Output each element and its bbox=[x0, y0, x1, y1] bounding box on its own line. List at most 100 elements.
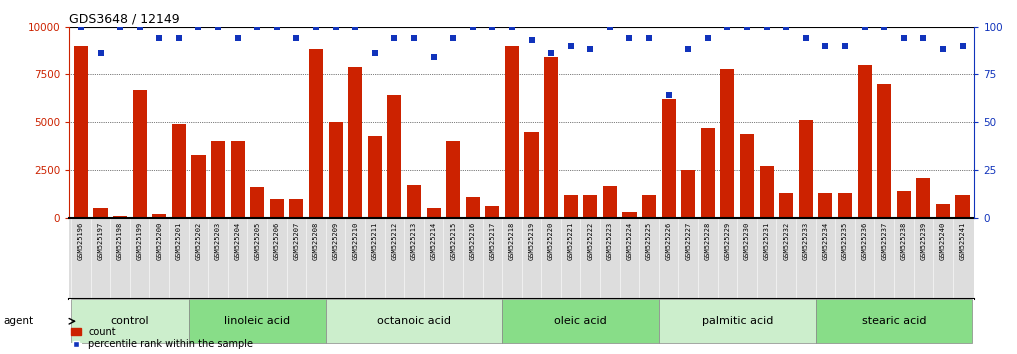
Text: GSM525213: GSM525213 bbox=[411, 222, 417, 260]
Point bbox=[719, 24, 735, 29]
Bar bbox=[189, 299, 325, 343]
Text: GSM525241: GSM525241 bbox=[959, 222, 965, 260]
Text: GSM525211: GSM525211 bbox=[372, 222, 377, 260]
Point bbox=[465, 24, 481, 29]
Point bbox=[425, 54, 441, 60]
Text: palmitic acid: palmitic acid bbox=[702, 316, 773, 326]
Point bbox=[152, 35, 168, 41]
Bar bbox=[74, 46, 87, 218]
Point bbox=[954, 43, 970, 48]
Text: GSM525207: GSM525207 bbox=[294, 222, 299, 260]
Point bbox=[230, 35, 246, 41]
Bar bbox=[325, 299, 502, 343]
Bar bbox=[603, 186, 617, 218]
Text: GSM525209: GSM525209 bbox=[333, 222, 339, 260]
Point bbox=[621, 35, 638, 41]
Text: GSM525230: GSM525230 bbox=[744, 222, 750, 260]
Legend: count, percentile rank within the sample: count, percentile rank within the sample bbox=[71, 327, 253, 349]
Bar bbox=[798, 120, 813, 218]
Text: GSM525196: GSM525196 bbox=[78, 222, 84, 260]
Text: GSM525198: GSM525198 bbox=[117, 222, 123, 260]
Point bbox=[680, 47, 697, 52]
Text: GSM525220: GSM525220 bbox=[548, 222, 554, 260]
Point bbox=[347, 24, 363, 29]
Point bbox=[406, 35, 422, 41]
Text: GSM525227: GSM525227 bbox=[685, 222, 692, 260]
Point bbox=[524, 37, 540, 43]
Text: GSM525214: GSM525214 bbox=[430, 222, 436, 260]
Text: agent: agent bbox=[3, 316, 34, 326]
Text: GSM525224: GSM525224 bbox=[626, 222, 633, 260]
Text: GSM525226: GSM525226 bbox=[666, 222, 671, 260]
Point bbox=[602, 24, 618, 29]
Text: GSM525212: GSM525212 bbox=[392, 222, 398, 260]
Point bbox=[210, 24, 226, 29]
Bar bbox=[71, 299, 189, 343]
Point bbox=[190, 24, 206, 29]
Text: octanoic acid: octanoic acid bbox=[377, 316, 451, 326]
Point bbox=[660, 92, 676, 98]
Bar bbox=[838, 193, 852, 218]
Text: GSM525223: GSM525223 bbox=[607, 222, 613, 260]
Point bbox=[797, 35, 814, 41]
Text: GSM525225: GSM525225 bbox=[646, 222, 652, 260]
Text: GSM525231: GSM525231 bbox=[764, 222, 770, 260]
Bar bbox=[897, 191, 911, 218]
Text: GSM525202: GSM525202 bbox=[195, 222, 201, 260]
Point bbox=[171, 35, 187, 41]
Text: GDS3648 / 12149: GDS3648 / 12149 bbox=[69, 12, 180, 25]
Point bbox=[700, 35, 716, 41]
Point bbox=[641, 35, 657, 41]
Point bbox=[759, 24, 775, 29]
Bar bbox=[779, 193, 793, 218]
Bar bbox=[407, 185, 421, 218]
Point bbox=[837, 43, 853, 48]
Text: GSM525235: GSM525235 bbox=[842, 222, 848, 260]
Bar bbox=[485, 206, 499, 218]
Text: GSM525206: GSM525206 bbox=[274, 222, 280, 260]
Bar bbox=[760, 166, 774, 218]
Bar bbox=[740, 133, 754, 218]
Text: linoleic acid: linoleic acid bbox=[224, 316, 290, 326]
Text: GSM525199: GSM525199 bbox=[136, 222, 142, 260]
Text: GSM525229: GSM525229 bbox=[724, 222, 730, 260]
Point bbox=[386, 35, 403, 41]
Point bbox=[562, 43, 579, 48]
Bar bbox=[504, 46, 519, 218]
Text: stearic acid: stearic acid bbox=[861, 316, 926, 326]
Bar bbox=[446, 141, 461, 218]
Bar bbox=[211, 141, 225, 218]
Text: GSM525237: GSM525237 bbox=[881, 222, 887, 260]
Bar bbox=[936, 204, 950, 218]
Point bbox=[112, 24, 128, 29]
Text: oleic acid: oleic acid bbox=[554, 316, 607, 326]
Text: GSM525215: GSM525215 bbox=[451, 222, 457, 260]
Text: GSM525216: GSM525216 bbox=[470, 222, 476, 260]
Point bbox=[249, 24, 265, 29]
Bar bbox=[94, 208, 108, 218]
Text: GSM525204: GSM525204 bbox=[235, 222, 241, 260]
Point bbox=[268, 24, 285, 29]
Text: GSM525201: GSM525201 bbox=[176, 222, 182, 260]
Point bbox=[484, 24, 500, 29]
Bar bbox=[348, 67, 362, 218]
Bar bbox=[502, 299, 659, 343]
Bar bbox=[525, 132, 539, 218]
Bar bbox=[270, 199, 284, 218]
Bar bbox=[191, 155, 205, 218]
Bar bbox=[290, 199, 303, 218]
Bar bbox=[387, 95, 402, 218]
Text: GSM525197: GSM525197 bbox=[98, 222, 104, 260]
Text: GSM525205: GSM525205 bbox=[254, 222, 260, 260]
Bar bbox=[231, 141, 245, 218]
Point bbox=[582, 47, 598, 52]
Text: GSM525222: GSM525222 bbox=[587, 222, 593, 260]
Text: GSM525218: GSM525218 bbox=[508, 222, 515, 260]
Bar bbox=[622, 212, 637, 218]
Point bbox=[327, 24, 344, 29]
Text: GSM525232: GSM525232 bbox=[783, 222, 789, 260]
Bar bbox=[309, 50, 323, 218]
Bar bbox=[642, 195, 656, 218]
Bar bbox=[153, 214, 167, 218]
Text: GSM525217: GSM525217 bbox=[489, 222, 495, 260]
